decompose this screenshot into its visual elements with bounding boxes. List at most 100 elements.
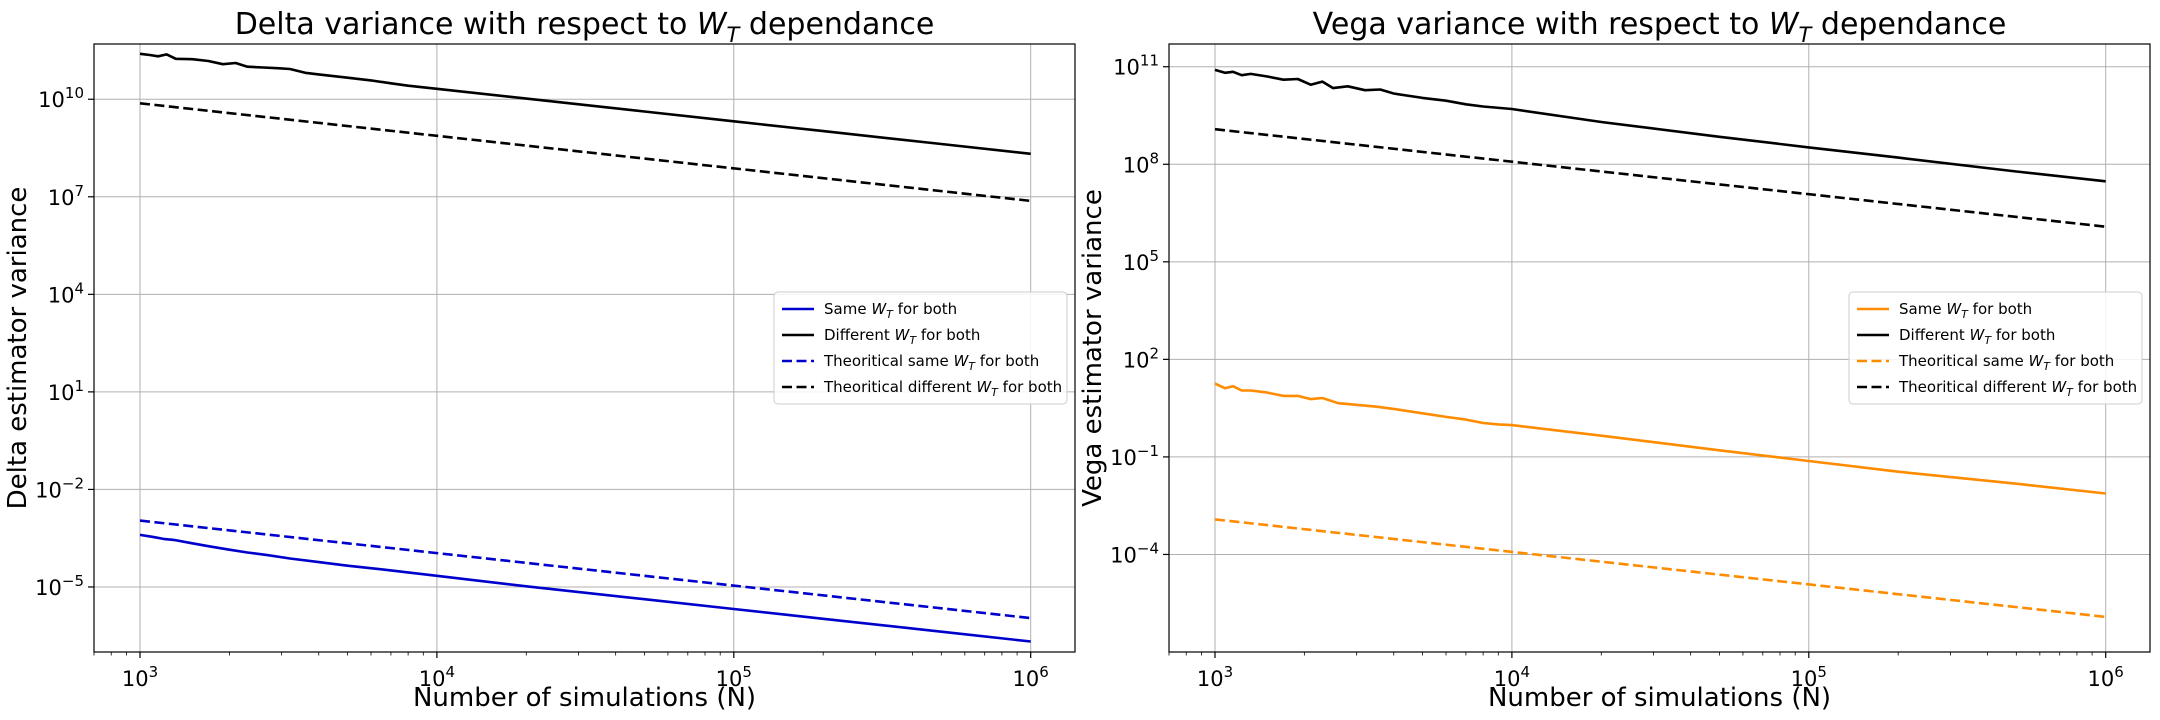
y-tick-label-exp: 10 — [65, 84, 84, 102]
y-tick-label-base: 10 — [1123, 153, 1150, 177]
series-line-2 — [139, 52, 1031, 156]
series-line-3 — [1214, 518, 2106, 619]
chart-title-prefix: Delta variance with respect to — [235, 7, 697, 42]
legend-label-3-prefix: Theoritical same — [1898, 352, 2028, 370]
y-tick-label: 1010 — [38, 84, 84, 112]
y-tick-label-base: 10 — [1123, 348, 1150, 372]
legend-label-1-sub: T — [886, 308, 894, 321]
y-tick-label-exp: −4 — [1137, 539, 1159, 557]
x-tick-label-exp: 6 — [1039, 663, 1049, 681]
y-tick-label-base: 10 — [35, 478, 62, 502]
y-tick-label: 1011 — [1113, 52, 1159, 80]
legend-label-3-suffix: for both — [975, 352, 1039, 370]
legend-label-4: Theoritical different WT for both — [823, 378, 1062, 399]
legend-label-2-prefix: Different — [824, 326, 895, 344]
y-tick-label: 10−1 — [1110, 442, 1159, 470]
y-tick-label-base: 10 — [35, 576, 62, 600]
chart-title-sub: T — [1799, 23, 1814, 47]
legend-label-3: Theoritical same WT for both — [823, 352, 1039, 373]
x-tick-label-base: 10 — [1791, 667, 1818, 691]
x-tick-label-exp: 4 — [1520, 663, 1530, 681]
legend-label-2: Different WT for both — [1899, 326, 2055, 347]
x-tick-label-base: 10 — [122, 667, 149, 691]
x-tick-label: 106 — [1013, 663, 1049, 691]
y-tick-label-exp: −1 — [1137, 442, 1159, 460]
legend-box — [773, 291, 1068, 405]
series-line-4 — [139, 102, 1031, 203]
y-axis-label: Vega estimator variance — [1078, 189, 1108, 507]
x-tick-label-exp: 5 — [1817, 663, 1827, 681]
legend-label-1: Same WT for both — [1899, 300, 2032, 321]
series-line-1 — [1214, 382, 2106, 495]
series-line-3 — [139, 519, 1031, 620]
y-tick-label: 10−5 — [35, 572, 84, 600]
y-axis-label: Delta estimator variance — [3, 187, 33, 510]
legend-label-1-prefix: Same — [1899, 300, 1946, 318]
y-tick-label-exp: 7 — [74, 182, 84, 200]
legend-label-2-suffix: for both — [1991, 326, 2055, 344]
x-tick-label-base: 10 — [1013, 667, 1040, 691]
x-tick-label-base: 10 — [1494, 667, 1521, 691]
legend-label-4-prefix: Theoritical different — [1898, 378, 2051, 396]
x-tick-label-base: 10 — [1197, 667, 1224, 691]
x-tick-label-exp: 5 — [742, 663, 752, 681]
y-tick-label-exp: 4 — [74, 279, 84, 297]
vega-variance-panel: Vega variance with respect to WT dependa… — [1078, 7, 2151, 713]
y-tick-label: 10−2 — [35, 474, 84, 502]
y-tick-label-exp: 2 — [1149, 344, 1159, 362]
legend-label-1-suffix: for both — [1968, 300, 2032, 318]
legend-label-3-sub: T — [2043, 360, 2051, 373]
legend-label-3-var: W — [2028, 352, 2044, 370]
legend-label-2-sub: T — [909, 334, 917, 347]
series-line-2 — [1214, 68, 2106, 183]
x-tick-label: 105 — [1791, 663, 1827, 691]
legend-label-2: Different WT for both — [824, 326, 980, 347]
chart-title-suffix: dependance — [739, 7, 934, 42]
y-tick-label-base: 10 — [1113, 56, 1140, 80]
legend-label-3: Theoritical same WT for both — [1898, 352, 2114, 373]
y-tick-label-base: 10 — [38, 88, 65, 112]
x-tick-label-base: 10 — [716, 667, 743, 691]
chart-title-sub: T — [727, 23, 742, 47]
legend-label-4-sub: T — [991, 386, 999, 399]
legend-label-3-var: W — [953, 352, 969, 370]
x-tick-label-base: 10 — [2088, 667, 2115, 691]
y-tick-label-base: 10 — [48, 381, 75, 405]
legend-label-1: Same WT for both — [824, 300, 957, 321]
x-axis-label: Number of simulations (N) — [1488, 683, 1831, 713]
legend-label-3-suffix: for both — [2050, 352, 2114, 370]
y-tick-label: 104 — [48, 279, 84, 307]
legend-label-4-suffix: for both — [998, 378, 1062, 396]
x-axis-label: Number of simulations (N) — [413, 683, 756, 713]
legend-label-2-var: W — [1970, 326, 1986, 344]
legend-label-4: Theoritical different WT for both — [1898, 378, 2137, 399]
y-tick-label-base: 10 — [1123, 251, 1150, 275]
x-tick-label: 103 — [1197, 663, 1233, 691]
y-tick-label-exp: 5 — [1149, 247, 1159, 265]
x-tick-label-exp: 3 — [1224, 663, 1234, 681]
delta-variance-panel: Delta variance with respect to WT depend… — [3, 7, 1076, 713]
y-tick-label-base: 10 — [1110, 446, 1137, 470]
legend-label-1-var: W — [871, 300, 887, 318]
chart-title-var: W — [1769, 7, 1800, 42]
x-tick-label-base: 10 — [419, 667, 446, 691]
legend-label-2-var: W — [895, 326, 911, 344]
legend-label-4-var: W — [976, 378, 992, 396]
y-tick-label: 105 — [1123, 247, 1159, 275]
y-tick-label: 101 — [48, 377, 84, 405]
legend-label-1-sub: T — [1961, 308, 1969, 321]
series-line-4 — [1214, 127, 2106, 228]
legend-label-1-var: W — [1946, 300, 1962, 318]
y-tick-label-exp: −5 — [62, 572, 84, 590]
plot-frame — [1168, 43, 2151, 653]
legend-label-3-prefix: Theoritical same — [823, 352, 953, 370]
y-tick-label: 102 — [1123, 344, 1159, 372]
x-tick-label-exp: 3 — [149, 663, 159, 681]
chart-title: Delta variance with respect to WT depend… — [235, 7, 935, 47]
y-tick-label-base: 10 — [48, 186, 75, 210]
x-tick-label: 105 — [716, 663, 752, 691]
series-line-1 — [139, 533, 1031, 643]
